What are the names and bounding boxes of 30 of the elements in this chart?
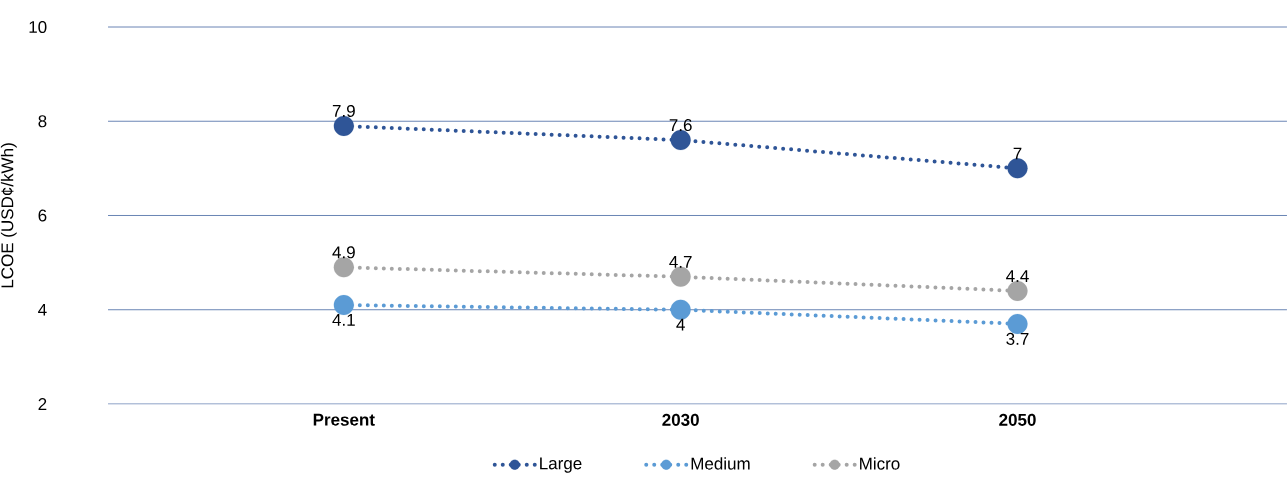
point [333, 257, 354, 278]
y-axis-title: LCOE (USD¢/kWh) [0, 143, 17, 288]
x-tick-label: 2030 [662, 413, 699, 426]
data-label: 7 [1013, 147, 1022, 160]
y-tick-label: 8 [38, 115, 47, 128]
point [670, 266, 691, 287]
point [670, 130, 691, 151]
point [333, 294, 354, 316]
data-label: 3.7 [1006, 332, 1029, 345]
data-label: 4.7 [669, 256, 692, 268]
legend-label: Micro [860, 457, 900, 470]
data-label: 4 [676, 318, 685, 331]
y-tick-label: 4 [38, 303, 47, 316]
point [1007, 313, 1028, 334]
data-label: 4.9 [332, 246, 355, 259]
legend-label: Large [540, 457, 582, 473]
legend-label: Medium [691, 457, 750, 470]
x-tick-label: 2050 [999, 413, 1036, 426]
y-tick-label: 10 [29, 20, 47, 34]
data-label: 7.9 [332, 104, 355, 117]
data-label: 4.1 [332, 314, 355, 326]
y-tick-label: 2 [38, 398, 47, 410]
y-tick-label: 6 [38, 209, 47, 222]
point [670, 299, 691, 320]
data-label: 4.4 [1006, 270, 1029, 282]
data-label: 7.6 [669, 119, 692, 132]
x-tick-label: Present [313, 413, 375, 426]
point [1007, 158, 1028, 179]
point [1007, 280, 1028, 301]
point [333, 115, 354, 137]
